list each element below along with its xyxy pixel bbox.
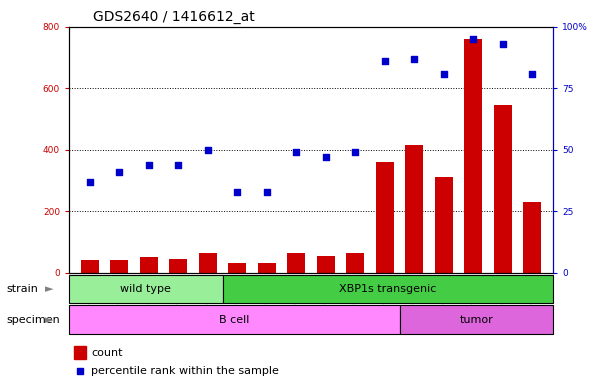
Bar — [222, 275, 553, 303]
Point — [350, 149, 360, 155]
Bar — [74, 346, 86, 359]
Point — [528, 71, 537, 77]
Bar — [111, 260, 128, 273]
Point — [380, 58, 389, 65]
Text: specimen: specimen — [6, 314, 59, 325]
Bar — [169, 259, 187, 273]
Point — [144, 161, 154, 167]
Point — [291, 149, 301, 155]
Bar — [199, 253, 216, 273]
Point — [233, 189, 242, 195]
Point — [203, 147, 213, 153]
Point — [321, 154, 331, 160]
Bar — [465, 39, 482, 273]
Text: tumor: tumor — [459, 314, 493, 325]
Bar — [228, 263, 246, 273]
Text: strain: strain — [6, 284, 38, 294]
Point — [174, 161, 183, 167]
Text: ►: ► — [45, 314, 53, 325]
Text: count: count — [91, 348, 123, 358]
Bar — [140, 257, 157, 273]
Bar — [376, 162, 394, 273]
Text: percentile rank within the sample: percentile rank within the sample — [91, 366, 279, 376]
Bar — [287, 253, 305, 273]
Bar — [69, 275, 222, 303]
Point — [439, 71, 448, 77]
Point — [409, 56, 419, 62]
Point — [468, 36, 478, 42]
Point — [75, 367, 85, 374]
Bar — [523, 202, 541, 273]
Text: ►: ► — [45, 284, 53, 294]
Bar — [494, 105, 511, 273]
Bar — [81, 260, 99, 273]
Point — [114, 169, 124, 175]
Text: GDS2640 / 1416612_at: GDS2640 / 1416612_at — [93, 10, 255, 25]
Point — [262, 189, 272, 195]
Bar — [69, 305, 400, 334]
Bar — [317, 256, 335, 273]
Bar — [435, 177, 453, 273]
Text: XBP1s transgenic: XBP1s transgenic — [339, 284, 436, 294]
Point — [498, 41, 508, 47]
Bar — [346, 253, 364, 273]
Bar — [400, 305, 553, 334]
Bar — [258, 263, 276, 273]
Bar — [406, 145, 423, 273]
Text: B cell: B cell — [219, 314, 249, 325]
Point — [85, 179, 94, 185]
Text: wild type: wild type — [120, 284, 171, 294]
